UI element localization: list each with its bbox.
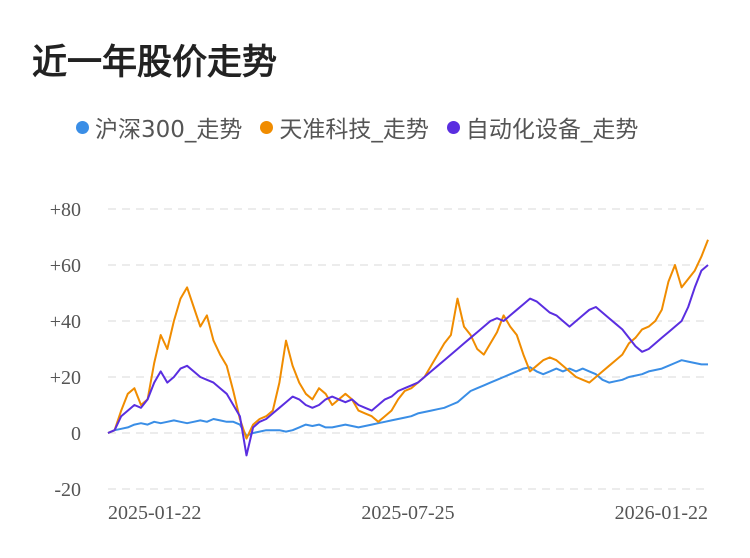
series-layer (107, 239, 709, 457)
legend-marker-hs300 (76, 120, 89, 134)
series-line-tianzhun (107, 239, 709, 440)
series-line-automation (107, 264, 709, 457)
chart-title: 近一年股价走势 (32, 43, 278, 83)
grid-layer (108, 208, 708, 490)
y-tick-label: 0 (71, 423, 81, 445)
y-tick-label: +40 (50, 311, 81, 333)
x-tick-label: 2025-07-25 (361, 502, 454, 524)
legend-label-automation: 自动化设备_走势 (465, 117, 639, 143)
x-axis-ticks: 2025-01-22 2025-07-25 2026-01-22 (108, 502, 708, 524)
series-line-hs300 (107, 359, 708, 437)
x-tick-label: 2025-01-22 (108, 502, 201, 524)
y-tick-label: -20 (54, 479, 81, 501)
legend-marker-tianzhun (260, 120, 274, 134)
legend-item-tianzhun[interactable]: 天准科技_走势 (260, 110, 429, 144)
legend-item-hs300[interactable]: 沪深300_走势 (76, 110, 242, 144)
y-tick-label: +60 (50, 255, 81, 277)
y-axis-ticks: +80 +60 +40 +20 0 -20 (50, 199, 81, 501)
x-tick-label: 2026-01-22 (615, 502, 708, 524)
legend-label-tianzhun: 天准科技_走势 (279, 117, 429, 143)
y-tick-label: +20 (50, 367, 81, 389)
y-tick-label: +80 (50, 199, 81, 221)
legend-item-automation[interactable]: 自动化设备_走势 (446, 110, 639, 144)
legend-label-hs300: 沪深300_走势 (95, 117, 243, 143)
legend-marker-automation (446, 120, 460, 134)
chart-legend: 沪深300_走势 天准科技_走势 自动化设备_走势 (76, 110, 638, 144)
